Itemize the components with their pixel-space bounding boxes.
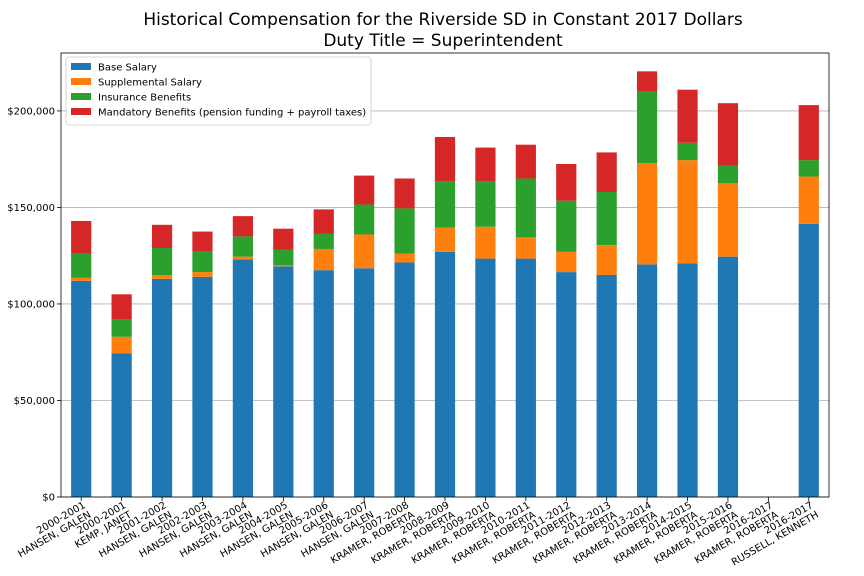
bar-segment — [354, 234, 375, 269]
bar-segment — [475, 181, 496, 227]
bar-segment — [71, 277, 92, 281]
bar-segment — [677, 89, 698, 143]
bar-segment — [556, 272, 577, 497]
bar-segment — [313, 248, 334, 271]
bar-segment — [273, 249, 294, 266]
bar-segment — [273, 265, 294, 267]
bar-segment — [111, 319, 132, 337]
bar-segment — [434, 227, 456, 252]
y-tick-label: $150,000 — [7, 203, 55, 214]
bar-segment — [515, 144, 536, 179]
bar-segment — [151, 247, 173, 275]
bar-segment — [677, 142, 698, 161]
bar-segment — [596, 191, 617, 246]
bar-segment — [596, 245, 617, 275]
legend-swatch — [71, 108, 91, 115]
legend-box — [65, 56, 372, 126]
bar-segment — [151, 278, 173, 497]
bar-segment — [717, 165, 739, 184]
bar-segment — [515, 178, 536, 238]
bar-segment — [637, 91, 658, 164]
bars — [71, 71, 819, 497]
bar-segment — [71, 220, 92, 254]
legend-swatch — [71, 93, 91, 100]
bar-segment — [434, 181, 456, 228]
y-tick-label: $50,000 — [14, 396, 55, 407]
bar-segment — [354, 175, 375, 205]
bar-segment — [798, 105, 819, 161]
bar-segment — [394, 178, 415, 209]
bar-segment — [596, 275, 617, 497]
bar-segment — [111, 336, 132, 354]
bar-segment — [313, 209, 334, 234]
legend-label: Insurance Benefits — [98, 93, 191, 104]
legend-label: Supplemental Salary — [98, 78, 202, 89]
bar-segment — [596, 152, 617, 192]
bar-segment — [556, 164, 577, 201]
bar-segment — [556, 200, 577, 252]
bar-segment — [637, 163, 658, 265]
bar-segment — [313, 270, 334, 497]
bar-segment — [273, 266, 294, 497]
legend-swatch — [71, 78, 91, 85]
bar-segment — [313, 233, 334, 249]
legend: Base Salary Supplemental Salary Insurance … — [65, 56, 372, 126]
y-tick-label: $100,000 — [7, 299, 55, 310]
legend-swatch — [71, 63, 91, 70]
bar-segment — [475, 226, 496, 259]
legend-label: Base Salary — [98, 63, 157, 74]
bar-segment — [394, 262, 415, 497]
bar-segment — [71, 280, 92, 497]
y-axis: $0 $50,000 $100,000 $150,000 $200,000 — [7, 106, 61, 504]
bar-segment — [232, 259, 253, 497]
y-tick-label: $0 — [42, 493, 55, 504]
bar-segment — [637, 264, 658, 497]
bar-segment — [354, 268, 375, 497]
legend-label: Mandatory Benefits (pension funding + pa… — [98, 108, 366, 119]
bar-segment — [515, 258, 536, 497]
chart-title: Historical Compensation for the Riversid… — [143, 10, 743, 30]
bar-segment — [151, 224, 173, 248]
bar-segment — [151, 275, 173, 279]
bar-segment — [717, 103, 739, 166]
bar-segment — [475, 258, 496, 497]
bar-segment — [192, 231, 213, 252]
bar-segment — [717, 183, 739, 257]
bar-segment — [232, 256, 253, 260]
bar-segment — [434, 251, 456, 497]
bar-segment — [556, 251, 577, 273]
bar-segment — [717, 256, 739, 497]
y-tick-label: $200,000 — [7, 106, 55, 117]
bar-segment — [677, 263, 698, 497]
bar-segment — [111, 294, 132, 320]
bar-segment — [394, 253, 415, 263]
bar-segment — [71, 253, 92, 278]
bar-segment — [394, 208, 415, 254]
bar-segment — [111, 353, 132, 497]
bar-segment — [515, 237, 536, 259]
bar-segment — [232, 216, 253, 237]
bar-segment — [434, 136, 456, 182]
bar-segment — [798, 223, 819, 497]
bar-segment — [798, 160, 819, 177]
bar-segment — [798, 176, 819, 224]
chart-subtitle: Duty Title = Superintendent — [323, 31, 563, 51]
bar-segment — [192, 251, 213, 273]
bar-segment — [273, 228, 294, 250]
bar-segment — [637, 71, 658, 92]
bar-segment — [192, 276, 213, 497]
bar-segment — [232, 236, 253, 257]
bar-segment — [354, 204, 375, 235]
bar-segment — [192, 272, 213, 277]
bar-segment — [475, 147, 496, 182]
bar-segment — [677, 160, 698, 264]
